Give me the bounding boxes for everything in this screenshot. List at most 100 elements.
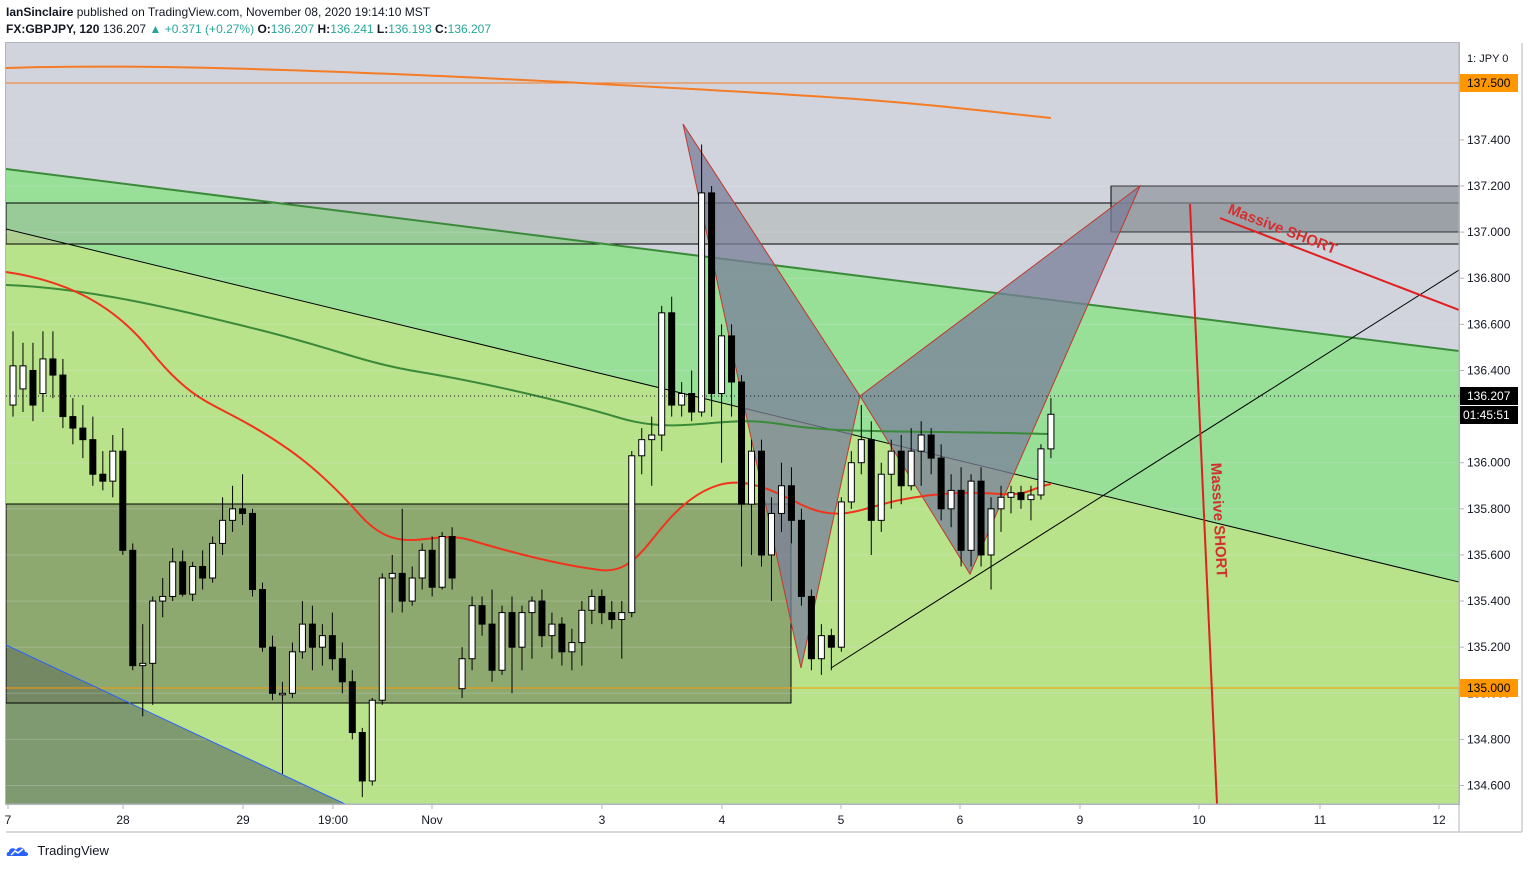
candle xyxy=(927,428,935,475)
candle xyxy=(718,324,726,463)
candle-body-down xyxy=(668,312,676,406)
candle xyxy=(89,416,97,486)
candle-body-down xyxy=(758,450,765,556)
candle-body-down xyxy=(558,623,566,653)
candle-body-up xyxy=(498,612,506,671)
time-tick-label: 6 xyxy=(957,813,964,827)
candle xyxy=(1017,485,1025,509)
symbol-label[interactable]: FX:GBPJPY, 120 xyxy=(6,22,100,36)
candle xyxy=(398,508,406,613)
candles xyxy=(9,144,1055,798)
candle-body-up xyxy=(777,485,785,514)
candle-body-down xyxy=(608,612,616,621)
candle-body-up xyxy=(947,489,955,510)
candle xyxy=(229,485,237,532)
price-tick-label: 134.800 xyxy=(1467,732,1511,746)
time-tick-label: 9 xyxy=(1077,813,1084,827)
time-tick-label: 4 xyxy=(719,813,726,827)
support-price-text: 135.000 xyxy=(1467,681,1511,695)
candle-body-down xyxy=(478,605,486,625)
candle xyxy=(49,331,57,399)
candle xyxy=(29,342,37,422)
candle xyxy=(847,451,855,509)
author-name[interactable]: IanSinclaire xyxy=(6,5,74,19)
candle-body-up xyxy=(618,612,626,621)
candle xyxy=(109,435,117,498)
candle xyxy=(19,342,27,412)
time-tick-label: 5 xyxy=(838,813,845,827)
candle xyxy=(787,467,795,544)
candle-body-down xyxy=(398,572,406,602)
candle-body-up xyxy=(648,434,656,441)
candle-body-up xyxy=(997,496,1005,510)
price-tick-label: 136.600 xyxy=(1467,317,1511,331)
candle xyxy=(358,727,366,798)
candle-body-down xyxy=(957,489,965,551)
candle-body-up xyxy=(767,512,775,556)
price-tick-label: 134.600 xyxy=(1467,779,1511,793)
resistance-price-label: 137.500 xyxy=(1460,74,1518,92)
price-tick-label: 135.200 xyxy=(1467,640,1511,654)
candle-body-up xyxy=(169,561,177,597)
candle-body-down xyxy=(179,561,187,595)
candle-body-up xyxy=(9,365,17,406)
candle-body-down xyxy=(99,473,107,482)
candle xyxy=(488,589,496,682)
lower-trend-line xyxy=(6,644,346,804)
candle-body-down xyxy=(977,480,985,556)
time-tick-label: 7 xyxy=(5,813,12,827)
candle xyxy=(817,624,825,675)
candle-body-down xyxy=(79,427,87,441)
candle-body-up xyxy=(219,519,227,544)
candle-body-up xyxy=(209,542,217,579)
candle xyxy=(568,628,576,671)
candle xyxy=(1007,485,1015,514)
candle-body-up xyxy=(1007,492,1015,498)
channel-lower-line xyxy=(6,228,1459,583)
target-zone xyxy=(1110,185,1459,233)
price-tick-label: 137.400 xyxy=(1467,133,1511,147)
candle xyxy=(378,573,386,705)
short-line-vertical xyxy=(1189,203,1218,804)
candle-body-down xyxy=(927,434,935,459)
candle-body-up xyxy=(288,651,296,694)
harmonic-leg-bcd xyxy=(859,184,1142,576)
candle-body-down xyxy=(708,192,716,395)
candle-body-down xyxy=(538,600,546,637)
candle-body-down xyxy=(119,450,127,551)
time-tick-label: 28 xyxy=(116,813,130,827)
candle xyxy=(448,527,456,590)
price-axis[interactable]: 137.400 137.200 137.000 136.800 136.600 136.4… xyxy=(1459,133,1511,793)
price-tick-label: 135.800 xyxy=(1467,502,1511,516)
candle-body-down xyxy=(428,549,436,588)
close-label: C: xyxy=(434,22,448,36)
time-tick-label: Nov xyxy=(421,813,442,827)
candle xyxy=(119,428,127,555)
candle xyxy=(438,531,446,590)
candle xyxy=(897,435,905,505)
footer: TradingView xyxy=(6,843,109,860)
price-tick-label: 137.000 xyxy=(1467,225,1511,239)
candle-body-up xyxy=(468,605,476,660)
footer-brand[interactable]: TradingView xyxy=(37,843,109,858)
candle xyxy=(278,681,286,775)
candle-body-up xyxy=(967,480,975,551)
candle-body-up xyxy=(628,455,636,614)
candle xyxy=(139,624,147,717)
plot-area[interactable]: Massive SHORT Massive SHORT xyxy=(6,43,1459,804)
candle xyxy=(977,467,985,567)
candle xyxy=(39,331,47,412)
candle-body-up xyxy=(1047,413,1055,450)
resistance-price-text: 137.500 xyxy=(1467,76,1511,90)
current-price-label: 136.207 01:45:51 xyxy=(1460,387,1518,424)
candle-body-up xyxy=(748,450,756,505)
price-tick-label: 136.000 xyxy=(1467,456,1511,470)
candle-body-down xyxy=(328,635,336,660)
time-axis[interactable]: 7 28 29 19:00 Nov 3 4 5 6 9 10 11 12 xyxy=(5,804,1446,827)
candle xyxy=(748,439,756,555)
candle-body-down xyxy=(1017,492,1025,501)
candle-body-down xyxy=(29,369,37,406)
tradingview-logo-icon xyxy=(6,847,29,856)
candle xyxy=(308,605,316,671)
